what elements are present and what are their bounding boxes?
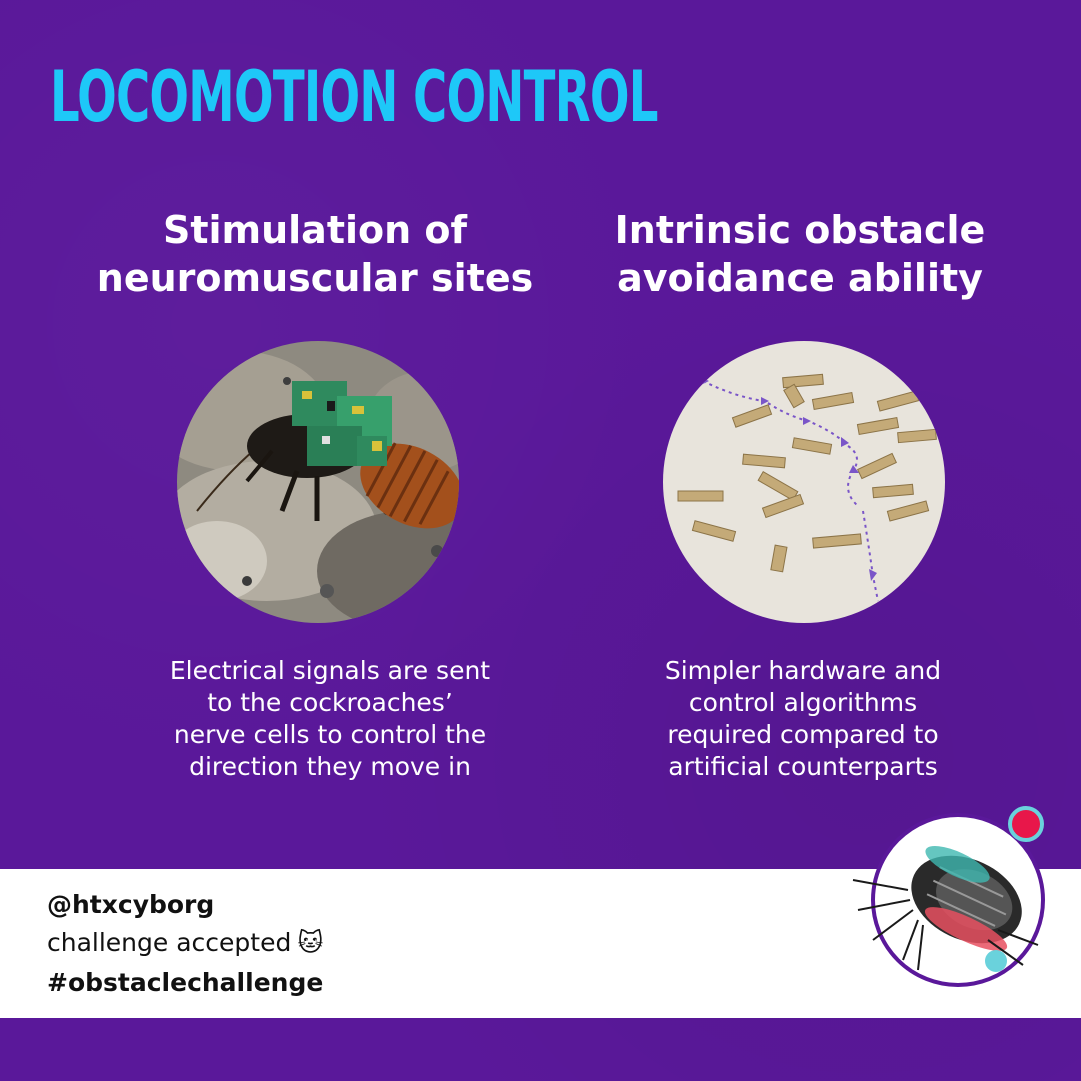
right-desc-line3: required compared to <box>667 720 939 749</box>
page-title: LOCOMOTION CONTROL <box>50 56 658 138</box>
right-heading-line2: avoidance ability <box>617 256 983 300</box>
cockroach-with-circuit-backpack-icon <box>177 341 459 623</box>
left-desc-line2: to the cockroaches’ <box>207 688 453 717</box>
right-heading: Intrinsic obstacle avoidance ability <box>570 206 1030 302</box>
left-heading: Stimulation of neuromuscular sites <box>85 206 545 302</box>
cat-emoji-icon: 🐱 <box>297 928 324 957</box>
right-desc-line2: control algorithms <box>688 688 918 717</box>
right-desc-line1: Simpler hardware and <box>664 656 942 685</box>
left-heading-line1: Stimulation of <box>162 208 468 252</box>
left-desc-line3: nerve cells to control the <box>173 720 487 749</box>
obstacle-photo <box>663 341 945 623</box>
right-heading-line1: Intrinsic obstacle <box>614 208 986 252</box>
left-desc-line4: direction they move in <box>189 752 471 781</box>
caption: challenge accepted 🐱 <box>47 928 323 957</box>
left-description: Electrical signals are sent to the cockr… <box>115 655 545 783</box>
left-heading-line2: neuromuscular sites <box>96 256 534 300</box>
cyborg-cockroach-logo <box>848 800 1058 990</box>
caption-text: challenge accepted <box>47 928 292 957</box>
cockroach-photo <box>177 341 459 623</box>
cockroach-logo-icon <box>852 806 1045 987</box>
right-desc-line4: artificial counterparts <box>668 752 938 781</box>
left-desc-line1: Electrical signals are sent <box>169 656 491 685</box>
hashtag[interactable]: #obstaclechallenge <box>47 968 324 997</box>
right-description: Simpler hardware and control algorithms … <box>588 655 1018 783</box>
obstacle-field-with-path-icon <box>663 341 945 623</box>
account-handle[interactable]: @htxcyborg <box>47 890 215 919</box>
